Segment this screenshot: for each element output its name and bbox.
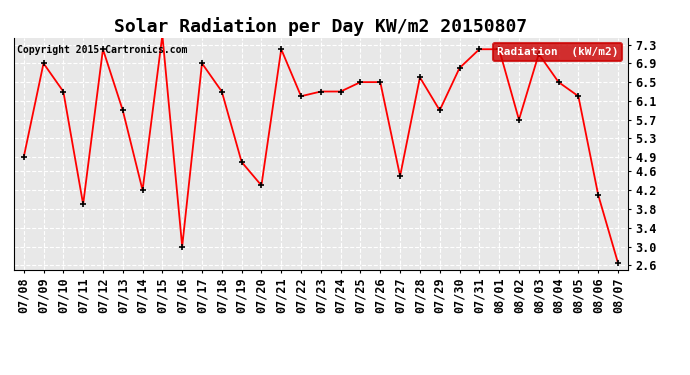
Text: Copyright 2015 Cartronics.com: Copyright 2015 Cartronics.com xyxy=(17,45,187,54)
Title: Solar Radiation per Day KW/m2 20150807: Solar Radiation per Day KW/m2 20150807 xyxy=(115,17,527,36)
Legend: Radiation  (kW/m2): Radiation (kW/m2) xyxy=(493,43,622,61)
